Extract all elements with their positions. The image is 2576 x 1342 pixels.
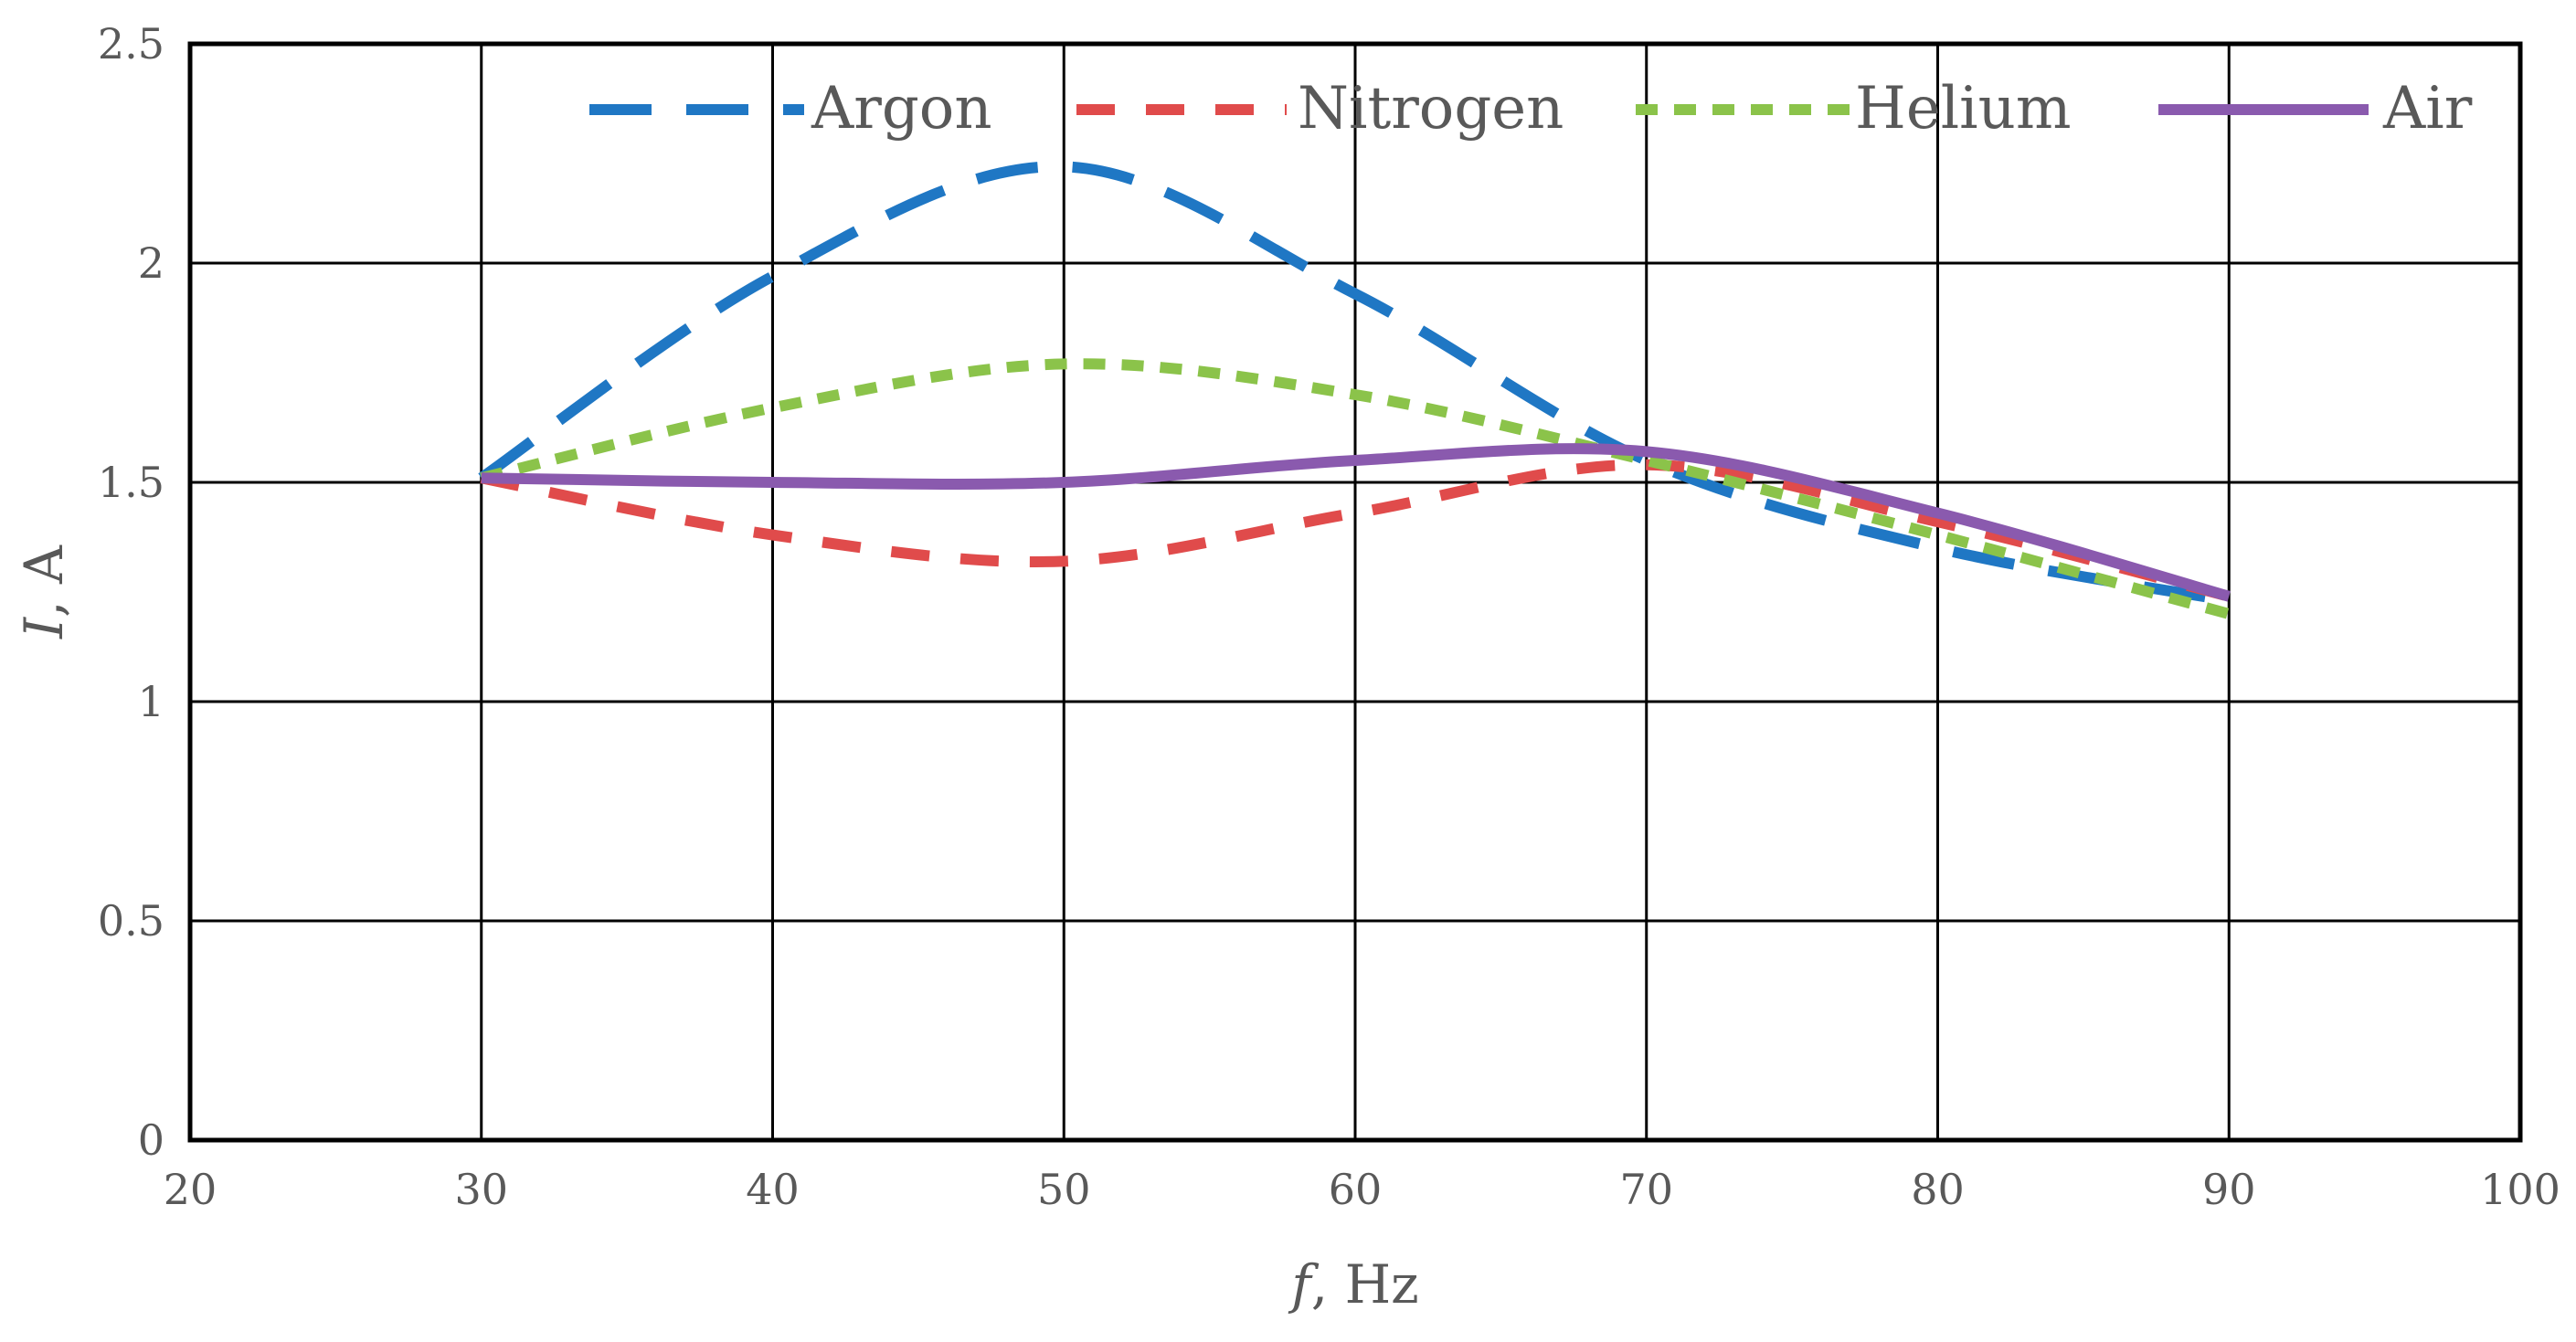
series-line-argon (478, 161, 2231, 607)
y-tick-label: 1 (138, 677, 164, 726)
x-tick-label: 70 (1619, 1165, 1673, 1214)
legend-label-argon: Argon (811, 75, 992, 143)
x-tick-label: 50 (1037, 1165, 1091, 1214)
series-lines (478, 161, 2231, 619)
legend-label-helium: Helium (1855, 75, 2072, 143)
legend-item-argon: Argon (589, 75, 992, 143)
legend-label-nitrogen: Nitrogen (1298, 75, 1564, 143)
x-tick-label: 80 (1911, 1165, 1965, 1214)
gridlines (190, 44, 2520, 1140)
series-line-air (481, 443, 2231, 602)
y-axis-symbol: I (13, 617, 75, 639)
series-line-nitrogen (480, 459, 2231, 602)
series-line-helium (480, 358, 2231, 619)
y-axis-unit: A (13, 544, 75, 585)
legend-item-air: Air (2158, 75, 2473, 143)
y-tick-label: 2 (138, 238, 164, 288)
x-tick-label: 100 (2480, 1165, 2560, 1214)
y-tick-label: 0 (138, 1115, 164, 1165)
x-tick-label: 90 (2202, 1165, 2256, 1214)
y-axis-ticks: 0 0.5 1 1.5 2 2.5 (98, 19, 164, 1165)
x-tick-label: 40 (746, 1165, 800, 1214)
y-tick-label: 1.5 (98, 458, 164, 507)
y-tick-label: 0.5 (98, 896, 164, 946)
y-tick-label: 2.5 (98, 19, 164, 69)
y-axis-title: I, A (13, 544, 75, 639)
legend-item-nitrogen: Nitrogen (1076, 75, 1564, 143)
legend: Argon Nitrogen Helium Air (589, 75, 2473, 143)
x-axis-ticks: 20 30 40 50 60 70 80 90 100 (164, 1165, 2560, 1214)
x-tick-label: 60 (1329, 1165, 1383, 1214)
legend-label-air: Air (2382, 75, 2473, 143)
x-tick-label: 20 (164, 1165, 217, 1214)
x-axis-title: f, Hz (1288, 1253, 1418, 1316)
x-tick-label: 30 (454, 1165, 508, 1214)
plot-area-border (187, 41, 2523, 1143)
legend-item-helium: Helium (1636, 75, 2072, 143)
x-axis-unit: Hz (1345, 1253, 1419, 1316)
